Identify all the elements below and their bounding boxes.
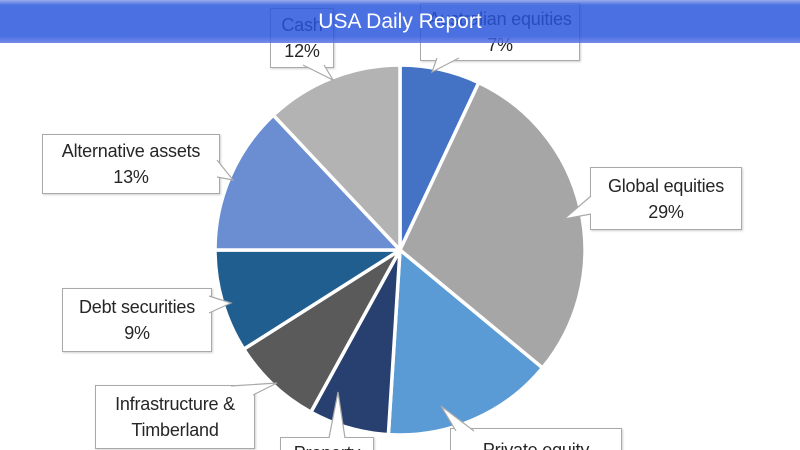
callout-alternative-assets: Alternative assets 13% [42,134,220,194]
callout-alternative-assets-value: 13% [113,167,149,187]
callout-property: Property [280,437,374,450]
callout-global-equities-value: 29% [648,201,684,222]
callout-alternative-assets-label: Alternative assets [61,141,201,161]
callout-infrastructure-timberland-label1: Infrastructure & [115,394,235,414]
callout-cash-value: 12% [284,41,320,61]
callout-debt-securities: Debt securities 9% [62,288,212,352]
callout-infrastructure-timberland-label2: Timberland [131,420,219,440]
bottom-banner: USA Daily Report [0,0,800,43]
callout-global-equities-label: Global equities [607,175,725,196]
callout-infrastructure-timberland: Infrastructure & Timberland [95,385,255,449]
callout-debt-securities-value: 9% [124,323,150,343]
callout-private-equity-label: Private equity [482,440,590,450]
callout-property-label: Property [294,440,361,450]
banner-title: USA Daily Report [318,10,482,33]
callout-global-equities: Global equities 29% [590,167,742,230]
callout-debt-securities-label: Debt securities [78,297,196,317]
callout-private-equity: Private equity [450,428,622,450]
